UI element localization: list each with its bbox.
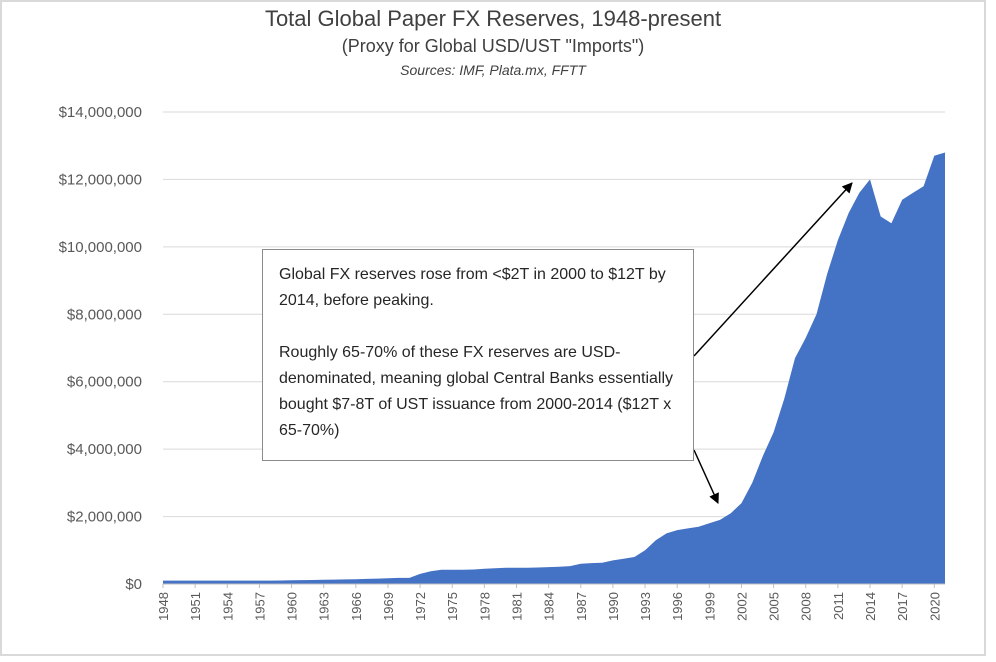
y-axis: $0 $2,000,000 $4,000,000 $6,000,000 $8,000,0… (59, 104, 142, 593)
x-tick-label: 2005 (767, 592, 782, 621)
x-tick-label: 1987 (574, 592, 589, 621)
chart-subtitle: (Proxy for Global USD/UST "Imports") (341, 36, 645, 56)
x-tick-label: 1960 (285, 592, 300, 621)
x-tick-label: 2002 (734, 592, 749, 621)
x-tick-label: 1957 (252, 592, 267, 621)
chart-sources: Sources: IMF, Plata.mx, FFTT (400, 62, 586, 78)
x-tick-label: 1969 (381, 592, 396, 621)
annotation-text-1: Global FX reserves rose from <$2T in 200… (279, 266, 666, 309)
y-tick-label: $4,000,000 (67, 441, 142, 458)
x-tick-label: 1963 (317, 592, 332, 621)
annotation-text-2: Roughly 65-70% of these FX reserves are … (279, 344, 674, 439)
x-tick-label: 1996 (670, 592, 685, 621)
fx-reserves-area (163, 152, 945, 584)
y-tick-label: $2,000,000 (67, 509, 142, 526)
chart-title: Total Global Paper FX Reserves, 1948-pre… (264, 6, 722, 31)
x-tick-label: 1954 (220, 592, 235, 621)
y-tick-label: $8,000,000 (67, 306, 142, 323)
x-tick-label: 2020 (927, 592, 942, 621)
y-tick-label: $0 (125, 576, 142, 593)
x-tick-label: 2017 (895, 592, 910, 621)
x-tick-label: 1993 (638, 592, 653, 621)
x-axis: 1948 1951 1954 1957 1960 1963 1966 1969 1972 1975… (156, 584, 942, 621)
x-tick-label: 1999 (702, 592, 717, 621)
x-tick-label: 1984 (542, 592, 557, 621)
x-tick-label: 1975 (445, 592, 460, 621)
arrow-to-2014-peak (693, 182, 853, 357)
x-tick-label: 1966 (349, 592, 364, 621)
x-tick-label: 1948 (156, 592, 171, 621)
x-tick-label: 2014 (863, 592, 878, 621)
x-tick-label: 2011 (831, 592, 846, 620)
y-tick-label: $6,000,000 (67, 374, 142, 391)
y-tick-label: $10,000,000 (59, 239, 142, 256)
annotation-box: Global FX reserves rose from <$2T in 200… (262, 249, 694, 461)
y-tick-label: $12,000,000 (59, 171, 142, 188)
x-tick-label: 2008 (799, 592, 814, 621)
x-tick-label: 1951 (188, 592, 203, 621)
y-tick-label: $14,000,000 (59, 104, 142, 121)
x-tick-label: 1990 (606, 592, 621, 621)
arrow-to-2000 (693, 449, 719, 504)
x-tick-label: 1972 (413, 592, 428, 621)
x-tick-label: 1981 (510, 592, 525, 621)
x-tick-label: 1978 (477, 592, 492, 621)
